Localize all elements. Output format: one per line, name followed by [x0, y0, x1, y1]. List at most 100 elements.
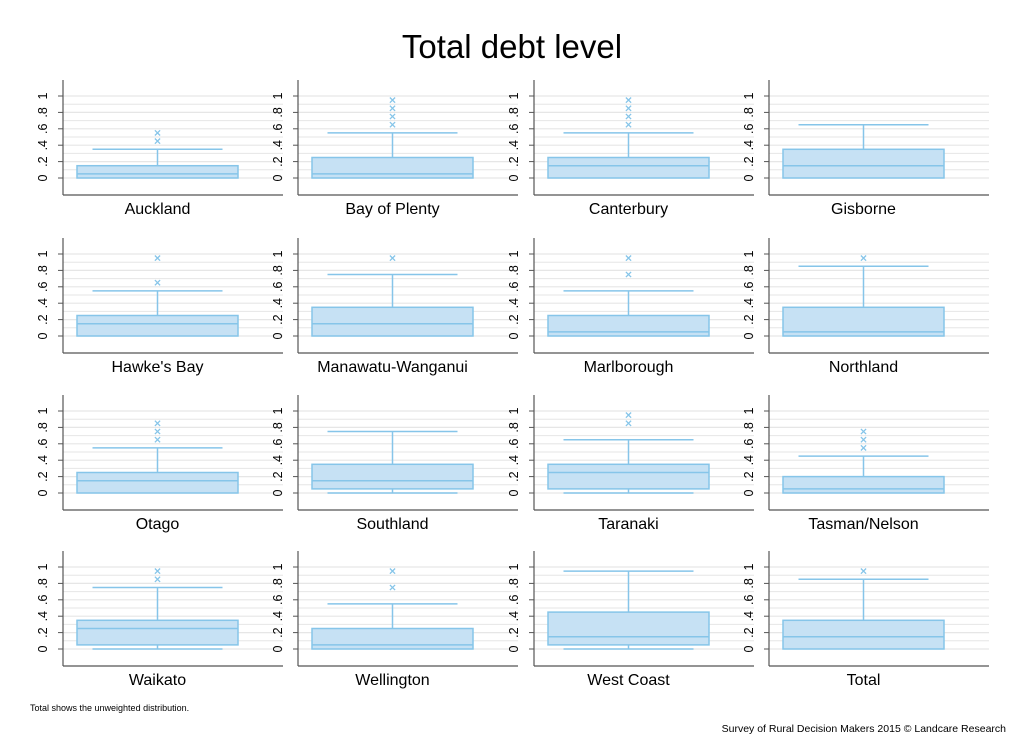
y-tick-label: 0 [742, 174, 756, 181]
y-tick-label: 0 [271, 489, 285, 496]
y-tick-label: 1 [507, 250, 521, 257]
panel-hawke-s-bay: 0 .2 .4 .6 .8 1 Hawke's Bay [36, 238, 283, 376]
y-tick-label: .8 [742, 578, 756, 588]
y-tick-label: .6 [271, 439, 285, 449]
footnote: Total shows the unweighted distribution. [30, 703, 189, 713]
panel-manawatu-wanganui: 0 .2 .4 .6 .8 1 Manawatu-Wanganui [271, 238, 518, 376]
y-tick-label: .2 [36, 156, 50, 166]
y-tick-label: .8 [36, 265, 50, 275]
panel-label: Gisborne [831, 201, 896, 218]
panel-label: Total [847, 672, 881, 689]
chart-title: Total debt level [402, 28, 622, 65]
y-tick-label: 1 [271, 250, 285, 257]
outlier-marker [625, 420, 632, 427]
y-tick-label: .4 [271, 455, 285, 465]
outlier-marker [154, 436, 161, 443]
y-tick-label: 1 [271, 92, 285, 99]
y-tick-label: 1 [36, 92, 50, 99]
y-tick-label: .8 [507, 265, 521, 275]
iqr-box [76, 619, 239, 646]
y-tick-label: .8 [271, 422, 285, 432]
panel-label: Bay of Plenty [345, 201, 439, 218]
y-tick-label: .4 [36, 611, 50, 621]
y-tick-label: .6 [36, 124, 50, 134]
y-tick-label: .6 [742, 439, 756, 449]
y-tick-label: 0 [36, 489, 50, 496]
panel-label: Tasman/Nelson [808, 516, 918, 533]
y-tick-label: .2 [36, 314, 50, 324]
y-tick-label: .4 [36, 298, 50, 308]
panel-label: Manawatu-Wanganui [317, 359, 468, 376]
y-tick-label: .2 [742, 156, 756, 166]
y-tick-label: 0 [36, 332, 50, 339]
iqr-box [782, 619, 945, 650]
y-tick-label: .4 [507, 298, 521, 308]
panel-marlborough: 0 .2 .4 .6 .8 1 Marlborough [507, 238, 754, 376]
panel-tasman-nelson: 0 .2 .4 .6 .8 1 Tasman/Nelson [742, 395, 989, 533]
iqr-box [311, 463, 474, 490]
panel-label: Wellington [355, 672, 429, 689]
y-tick-label: 1 [36, 563, 50, 570]
y-tick-label: .4 [271, 140, 285, 150]
outlier-marker [625, 255, 632, 262]
iqr-box [76, 314, 239, 337]
outlier-marker [154, 420, 161, 427]
y-tick-label: 0 [271, 645, 285, 652]
outlier-marker [625, 121, 632, 128]
y-tick-label: .4 [742, 611, 756, 621]
y-tick-label: .2 [36, 627, 50, 637]
iqr-box [76, 471, 239, 494]
outlier-marker [860, 255, 867, 262]
panel-otago: 0 .2 .4 .6 .8 1 Otago [36, 395, 283, 533]
y-tick-label: .6 [742, 124, 756, 134]
y-tick-label: .2 [742, 471, 756, 481]
outlier-marker [389, 584, 396, 591]
y-tick-label: .6 [36, 282, 50, 292]
outlier-marker [625, 412, 632, 419]
y-tick-label: .2 [271, 627, 285, 637]
panel-canterbury: 0 .2 .4 .6 .8 1 Canterbury [507, 80, 754, 218]
y-tick-label: .6 [271, 124, 285, 134]
y-tick-label: .2 [507, 471, 521, 481]
y-tick-label: 0 [507, 332, 521, 339]
y-tick-label: 0 [507, 645, 521, 652]
y-tick-label: 1 [507, 407, 521, 414]
y-tick-label: 0 [36, 645, 50, 652]
y-tick-label: .6 [507, 439, 521, 449]
y-tick-label: .8 [507, 422, 521, 432]
y-tick-label: .8 [742, 107, 756, 117]
y-tick-label: 1 [507, 563, 521, 570]
y-tick-label: 1 [742, 407, 756, 414]
credit-line: Survey of Rural Decision Makers 2015 © L… [722, 723, 1007, 735]
y-tick-label: .6 [36, 439, 50, 449]
panel-label: Auckland [125, 201, 191, 218]
y-tick-label: .6 [742, 595, 756, 605]
iqr-box [547, 611, 710, 646]
y-tick-label: 1 [742, 92, 756, 99]
panel-label: Northland [829, 359, 898, 376]
y-tick-label: 0 [36, 174, 50, 181]
y-tick-label: 0 [271, 332, 285, 339]
panel-label: Otago [136, 516, 180, 533]
y-tick-label: .8 [36, 422, 50, 432]
y-tick-label: .4 [36, 140, 50, 150]
panel-label: Waikato [129, 672, 186, 689]
iqr-box [547, 156, 710, 179]
y-tick-label: .8 [507, 578, 521, 588]
outlier-marker [625, 113, 632, 120]
y-tick-label: 0 [507, 489, 521, 496]
outlier-marker [389, 568, 396, 575]
outlier-marker [154, 576, 161, 583]
panel-gisborne: 0 .2 .4 .6 .8 1 Gisborne [742, 80, 989, 218]
outlier-marker [860, 428, 867, 435]
y-tick-label: .8 [36, 107, 50, 117]
y-tick-label: .4 [507, 140, 521, 150]
outlier-marker [625, 271, 632, 278]
y-tick-label: 0 [742, 332, 756, 339]
y-tick-label: .4 [36, 455, 50, 465]
iqr-box [782, 475, 945, 494]
y-tick-label: .4 [507, 455, 521, 465]
y-tick-label: .2 [271, 156, 285, 166]
outlier-marker [389, 105, 396, 112]
